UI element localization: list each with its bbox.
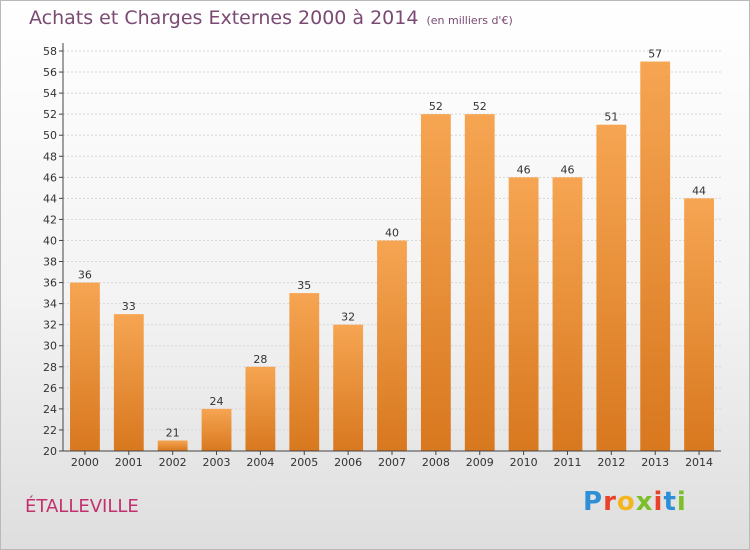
- data-label: 28: [253, 353, 267, 366]
- data-label: 52: [429, 100, 443, 113]
- bar: [289, 293, 320, 451]
- chart-unit: (en milliers d'€): [426, 14, 513, 27]
- data-label: 35: [297, 279, 311, 292]
- y-tick-label: 58: [43, 45, 57, 58]
- y-tick-label: 26: [43, 382, 57, 395]
- bar: [377, 240, 407, 451]
- x-tick-label: 2011: [553, 456, 581, 469]
- x-tick-label: 2003: [203, 456, 231, 469]
- bar: [552, 177, 583, 451]
- y-tick-label: 46: [43, 171, 57, 184]
- x-tick-label: 2001: [115, 456, 143, 469]
- y-tick-label: 28: [43, 361, 57, 374]
- y-tick-label: 42: [43, 213, 57, 226]
- data-label: 24: [210, 395, 224, 408]
- y-tick-label: 50: [43, 129, 57, 142]
- x-tick-label: 2002: [159, 456, 187, 469]
- y-tick-label: 38: [43, 256, 57, 269]
- bar: [596, 124, 627, 452]
- y-tick-label: 30: [43, 340, 57, 353]
- data-label: 51: [604, 111, 618, 124]
- bar: [245, 366, 276, 451]
- data-label: 21: [166, 426, 180, 439]
- bar: [333, 324, 364, 451]
- x-tick-label: 2006: [334, 456, 362, 469]
- x-tick-label: 2000: [71, 456, 99, 469]
- y-tick-label: 32: [43, 319, 57, 332]
- y-tick-label: 22: [43, 424, 57, 437]
- y-tick-label: 44: [43, 192, 57, 205]
- y-tick-label: 54: [43, 87, 57, 100]
- data-label: 40: [385, 226, 399, 239]
- x-tick-label: 2004: [246, 456, 274, 469]
- bar: [70, 282, 100, 451]
- y-tick-label: 56: [43, 66, 57, 79]
- bar: [420, 114, 451, 451]
- x-tick-label: 2012: [597, 456, 625, 469]
- x-tick-label: 2008: [422, 456, 450, 469]
- y-tick-label: 24: [43, 403, 57, 416]
- x-tick-label: 2007: [378, 456, 406, 469]
- logo-letter: r: [603, 487, 617, 517]
- data-labels: 36 33 21 24 28 35 32 40 52 52 46 46 51 57 44: [78, 48, 706, 440]
- data-label: 32: [341, 311, 355, 324]
- data-label: 44: [692, 184, 706, 197]
- bar: [684, 198, 714, 451]
- y-tick-label: 48: [43, 150, 57, 163]
- y-tick-label: 34: [43, 298, 57, 311]
- x-tick-label: 2005: [290, 456, 318, 469]
- bar: [508, 177, 539, 451]
- bar: [464, 114, 495, 451]
- data-label: 52: [473, 100, 487, 113]
- chart-title-text: Achats et Charges Externes 2000 à 2014: [29, 7, 419, 29]
- location-name: ÉTALLEVILLE: [25, 496, 139, 517]
- data-label: 46: [560, 163, 574, 176]
- proxiti-logo: Proxiti: [583, 487, 687, 517]
- bar: [113, 314, 144, 451]
- logo-letter: P: [583, 487, 604, 517]
- chart-title: Achats et Charges Externes 2000 à 2014 (e…: [29, 7, 513, 29]
- y-tick-label: 20: [43, 445, 57, 458]
- logo-letter: i: [676, 487, 687, 517]
- data-label: 57: [648, 48, 662, 61]
- logo-letter: x: [635, 487, 654, 517]
- data-label: 33: [122, 300, 136, 313]
- data-label: 36: [78, 269, 92, 282]
- logo-letter: i: [653, 487, 664, 517]
- data-label: 46: [517, 163, 531, 176]
- x-tick-label: 2013: [641, 456, 669, 469]
- x-tick-label: 2014: [685, 456, 713, 469]
- x-tick-label: 2009: [466, 456, 494, 469]
- y-tick-label: 36: [43, 277, 57, 290]
- y-tick-label: 52: [43, 108, 57, 121]
- y-tick-label: 40: [43, 234, 57, 247]
- x-axis-ticks: 2000 2001 2002 2003 2004 2005 2006 2007 2008 2009…: [71, 451, 713, 469]
- bars: [70, 61, 714, 452]
- y-axis-ticks: 20 22 24 26 28 30 32 34 36 38 40 42 44 46 48 50 52 54 56 58: [43, 45, 63, 458]
- x-tick-label: 2010: [510, 456, 538, 469]
- bar: [640, 61, 671, 452]
- bar: [157, 440, 188, 451]
- logo-letter: t: [663, 487, 677, 517]
- bar: [201, 408, 232, 451]
- logo-letter: o: [616, 487, 636, 517]
